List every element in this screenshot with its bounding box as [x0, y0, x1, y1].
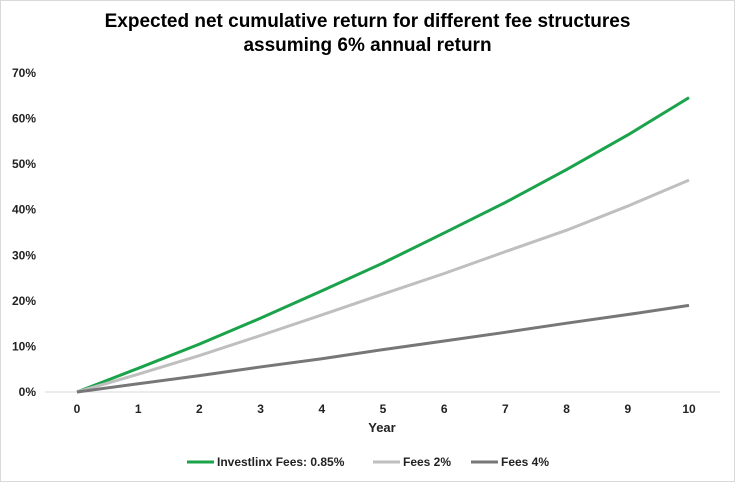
chart-title: Expected net cumulative return for diffe…	[0, 10, 735, 58]
y-tick-label: 20%	[12, 294, 36, 308]
series-lines	[76, 96, 690, 394]
x-tick-label: 0	[74, 402, 81, 416]
x-tick-label: 4	[318, 402, 325, 416]
y-tick-label: 40%	[12, 203, 36, 217]
x-tick-label: 9	[624, 402, 631, 416]
x-tick-label: 6	[441, 402, 448, 416]
x-axis-ticks: 0 1 2 3 4 5 6 7 8 9 10	[74, 402, 696, 416]
x-tick-label: 5	[380, 402, 387, 416]
legend-label-1: Investlinx Fees: 0.85%	[217, 455, 345, 469]
x-axis-title: Year	[368, 420, 395, 435]
x-tick-label: 10	[682, 402, 696, 416]
series-line-1	[76, 96, 690, 394]
x-tick-label: 2	[196, 402, 203, 416]
y-axis-ticks: 0% 10% 20% 30% 40% 50% 60% 70%	[12, 66, 36, 399]
chart-title-line-2: assuming 6% annual return	[243, 35, 492, 56]
legend-label-2: Fees 2%	[403, 455, 451, 469]
series-line-3	[76, 303, 690, 394]
legend: Investlinx Fees: 0.85% Fees 2% Fees 4%	[187, 455, 549, 469]
y-tick-label: 0%	[19, 385, 37, 399]
y-tick-label: 70%	[12, 66, 36, 80]
x-tick-label: 7	[502, 402, 509, 416]
x-tick-label: 3	[257, 402, 264, 416]
y-tick-label: 10%	[12, 339, 36, 353]
y-tick-label: 60%	[12, 112, 36, 126]
y-tick-label: 50%	[12, 157, 36, 171]
x-tick-label: 8	[563, 402, 570, 416]
y-tick-label: 30%	[12, 248, 36, 262]
series-line-2	[76, 178, 690, 394]
chart-title-line-1: Expected net cumulative return for diffe…	[104, 11, 631, 32]
legend-label-3: Fees 4%	[501, 455, 549, 469]
x-tick-label: 1	[135, 402, 142, 416]
